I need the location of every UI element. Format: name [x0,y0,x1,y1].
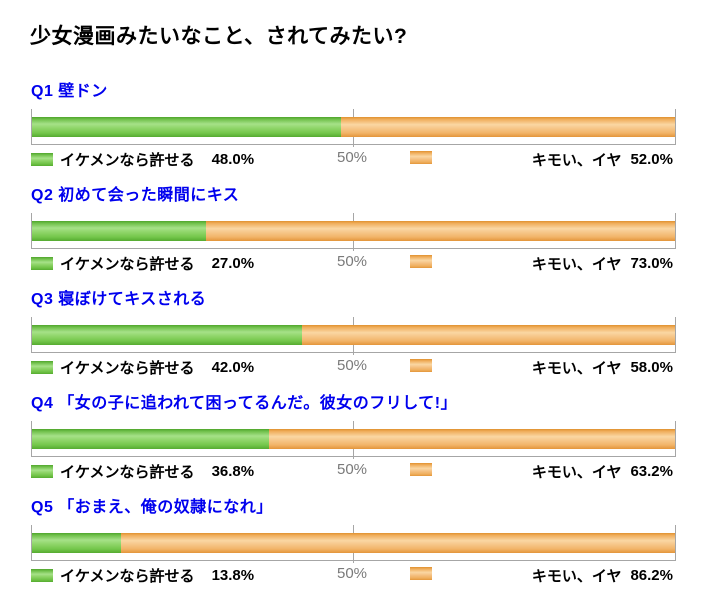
legend-yes-item: イケメンなら許せる 48.0% [31,149,254,170]
legend-no-label: キモい、イヤ [531,256,622,273]
legend-no-label: キモい、イヤ [531,568,622,585]
legend-no-item: キモい、イヤ 63.2% [532,461,673,482]
legend-yes-value: 36.8% [211,463,255,480]
yes-color-swatch-icon [31,465,53,478]
no-color-swatch-icon [410,359,432,372]
bar-plot-area [31,317,676,355]
legend-yes-label: イケメンなら許せる [60,464,195,481]
legend-no-value: 73.0% [630,255,673,272]
bar-yes-segment [32,325,303,345]
bar-no-segment [268,429,675,449]
legend-row: イケメンなら許せる 13.8% 50% キモい、イヤ 86.2% [31,565,674,585]
question-block: Q2 初めて会った瞬間にキス イケメンなら許せる 27.0% 50% キモい、イ… [31,186,705,273]
no-color-swatch-icon [410,151,432,164]
stacked-bar [32,533,675,553]
question-blocks: Q1 壁ドン イケメンなら許せる 48.0% 50% キモい、イヤ 52.0% … [0,82,705,585]
legend-no-label: キモい、イヤ [531,152,622,169]
no-color-swatch-icon [410,255,432,268]
legend-row: イケメンなら許せる 27.0% 50% キモい、イヤ 73.0% [31,253,674,273]
bar-no-segment [302,325,675,345]
yes-color-swatch-icon [31,361,53,374]
bar-yes-segment [32,533,121,553]
question-block: Q5 「おまえ、俺の奴隷になれ」 イケメンなら許せる 13.8% 50% キモい… [31,498,705,585]
legend-yes-label: イケメンなら許せる [60,360,195,377]
question-block: Q1 壁ドン イケメンなら許せる 48.0% 50% キモい、イヤ 52.0% [31,82,705,169]
legend-yes-value: 13.8% [211,567,255,584]
legend-no-label: キモい、イヤ [531,360,622,377]
bar-no-segment [205,221,675,241]
stacked-bar [32,429,675,449]
question-block: Q4 「女の子に追われて困ってるんだ。彼女のフリして!」 イケメンなら許せる 3… [31,394,705,481]
axis-mid-label: 50% [336,253,368,270]
axis-mid-label: 50% [336,357,368,374]
legend-row: イケメンなら許せる 36.8% 50% キモい、イヤ 63.2% [31,461,674,481]
stacked-bar [32,325,675,345]
legend-no-item: キモい、イヤ 52.0% [532,149,673,170]
axis-mid-label: 50% [336,461,368,478]
axis-mid-label: 50% [336,565,368,582]
bar-plot-area [31,109,676,147]
bar-plot-area [31,525,676,563]
bar-yes-segment [32,117,341,137]
yes-color-swatch-icon [31,569,53,582]
no-color-swatch-icon [410,463,432,476]
legend-no-item: キモい、イヤ 73.0% [532,253,673,274]
question-heading: Q4 「女の子に追われて困ってるんだ。彼女のフリして!」 [31,395,458,412]
bar-no-segment [120,533,675,553]
question-heading: Q2 初めて会った瞬間にキス [31,187,240,204]
bar-plot-area [31,421,676,459]
question-heading: Q5 「おまえ、俺の奴隷になれ」 [31,499,273,516]
legend-yes-label: イケメンなら許せる [60,152,195,169]
page-title: 少女漫画みたいなこと、されてみたい? [30,25,408,48]
question-heading: Q3 寝ぼけてキスされる [31,291,207,308]
question-heading: Q1 壁ドン [31,83,108,100]
axis-mid-label: 50% [336,149,368,166]
legend-no-value: 63.2% [630,463,673,480]
legend-no-value: 58.0% [630,359,673,376]
legend-yes-item: イケメンなら許せる 42.0% [31,357,254,378]
legend-no-item: キモい、イヤ 58.0% [532,357,673,378]
legend-yes-label: イケメンなら許せる [60,256,195,273]
legend-yes-item: イケメンなら許せる 27.0% [31,253,254,274]
bar-yes-segment [32,429,269,449]
legend-yes-value: 27.0% [211,255,255,272]
legend-row: イケメンなら許せる 42.0% 50% キモい、イヤ 58.0% [31,357,674,377]
legend-no-value: 52.0% [630,151,673,168]
no-color-swatch-icon [410,567,432,580]
bar-yes-segment [32,221,206,241]
legend-no-item: キモい、イヤ 86.2% [532,565,673,586]
stacked-bar [32,117,675,137]
legend-row: イケメンなら許せる 48.0% 50% キモい、イヤ 52.0% [31,149,674,169]
yes-color-swatch-icon [31,153,53,166]
yes-color-swatch-icon [31,257,53,270]
legend-yes-value: 48.0% [211,151,255,168]
legend-yes-item: イケメンなら許せる 36.8% [31,461,254,482]
legend-no-label: キモい、イヤ [531,464,622,481]
stacked-bar [32,221,675,241]
legend-yes-label: イケメンなら許せる [60,568,195,585]
legend-no-value: 86.2% [630,567,673,584]
bar-no-segment [340,117,675,137]
bar-plot-area [31,213,676,251]
legend-yes-value: 42.0% [211,359,255,376]
question-block: Q3 寝ぼけてキスされる イケメンなら許せる 42.0% 50% キモい、イヤ … [31,290,705,377]
legend-yes-item: イケメンなら許せる 13.8% [31,565,254,586]
